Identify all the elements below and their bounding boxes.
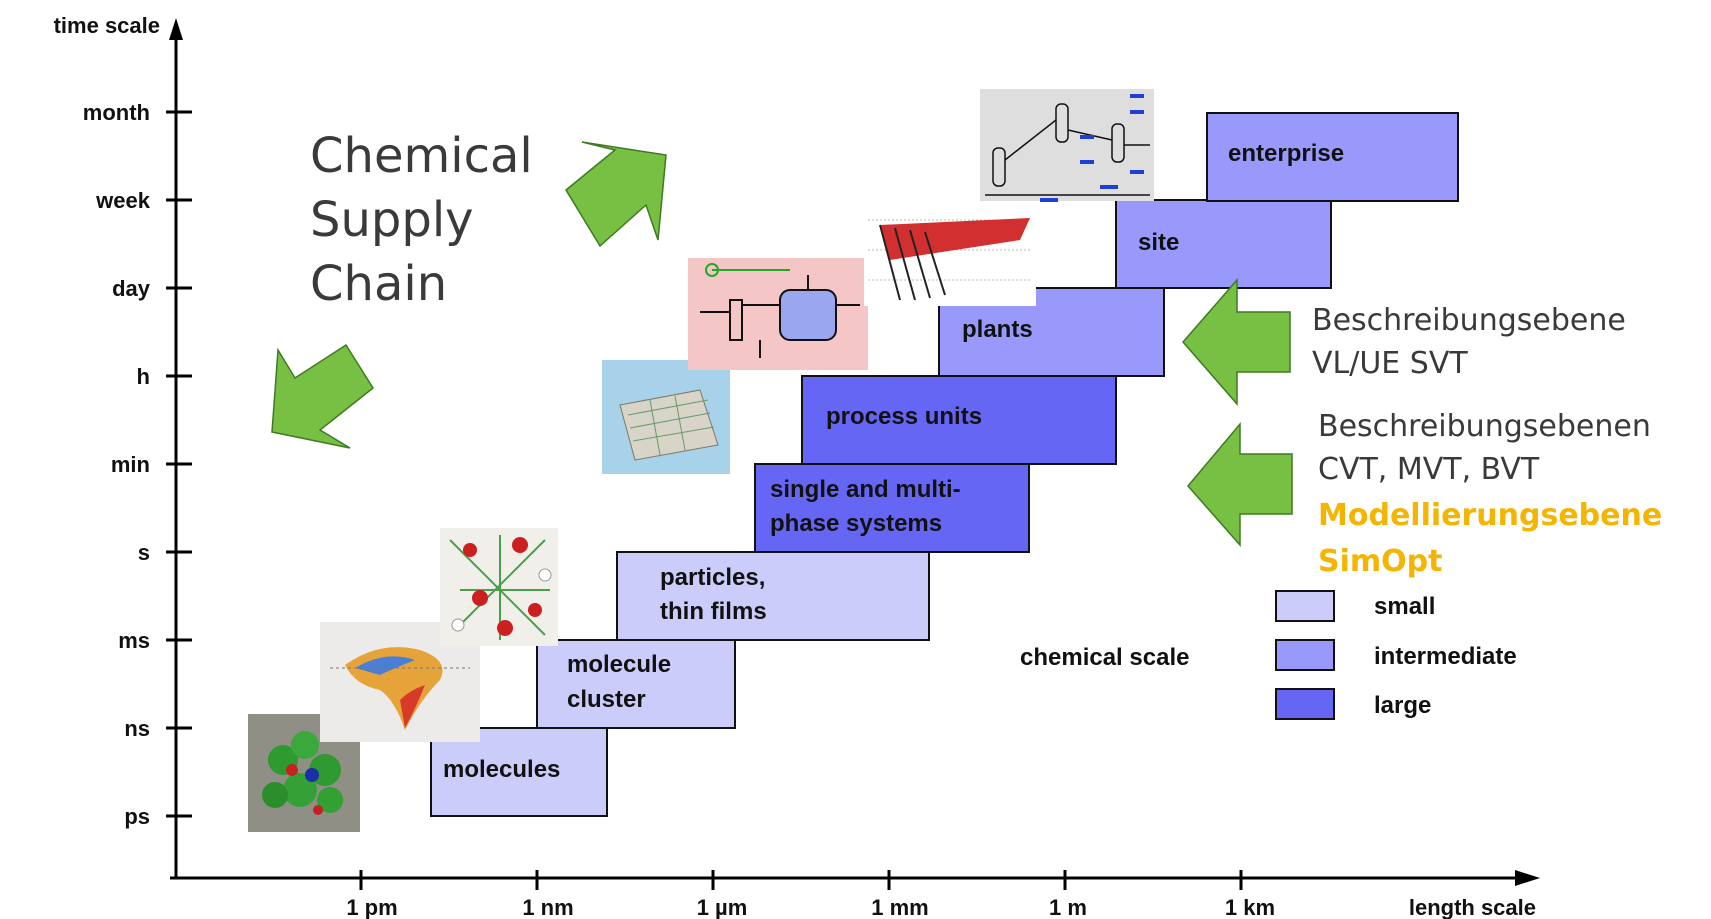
legend-label-large: large	[1374, 692, 1431, 719]
annotation-cvt-line2: CVT, MVT, BVT	[1318, 452, 1540, 487]
legend-label-small: small	[1374, 593, 1435, 620]
x-tick-label-1um: 1 µm	[697, 895, 748, 919]
legend-swatch-small	[1275, 590, 1335, 622]
box-particles-rect	[616, 551, 930, 641]
annotation-modelling-line1: Modellierungsebene	[1318, 498, 1662, 533]
y-tick-label-h: h	[137, 364, 150, 389]
box-single-multiphase: single and multi- phase systems	[754, 463, 1030, 553]
arrow-up-right-icon	[565, 141, 667, 248]
y-axis-arrowhead	[169, 18, 183, 40]
box-enterprise-label: enterprise	[1228, 140, 1344, 167]
y-tick-label-s: s	[138, 540, 150, 565]
box-molecule-cluster: molecule cluster	[536, 639, 736, 729]
y-ticks: month week day h min s ms ns ps	[83, 100, 192, 829]
y-tick-label-ns: ns	[124, 716, 150, 741]
axes: time scale length scale	[54, 13, 1540, 919]
y-tick-label-ms: ms	[118, 628, 150, 653]
box-process-units-label: process units	[826, 403, 982, 430]
x-ticks: 1 pm 1 nm 1 µm 1 mm 1 m 1 km	[346, 870, 1275, 919]
particle-packing-image	[602, 360, 730, 474]
x-tick-label-1pm: 1 pm	[346, 895, 397, 919]
y-tick-label-day: day	[112, 276, 151, 301]
x-axis-arrowhead	[1515, 870, 1540, 886]
x-tick-label-1km: 1 km	[1225, 895, 1275, 919]
box-molecules-label: molecules	[443, 756, 560, 783]
box-multiphase-line2: phase systems	[770, 510, 942, 537]
x-tick-label-1m: 1 m	[1049, 895, 1087, 919]
box-molecule-cluster-line2: cluster	[567, 686, 646, 713]
legend-swatch-intermediate	[1275, 639, 1335, 671]
y-tick-label-min: min	[111, 452, 150, 477]
box-multiphase-line1: single and multi-	[770, 476, 961, 503]
box-enterprise-rect	[1206, 112, 1459, 202]
legend-swatch-large	[1275, 688, 1335, 720]
box-particles-thin-films: particles, thin films	[616, 551, 930, 641]
annotations: Beschreibungsebene VL/UE SVT Beschreibun…	[1312, 303, 1662, 579]
legend-label-intermediate: intermediate	[1374, 643, 1517, 670]
box-site-label: site	[1138, 229, 1179, 256]
box-site-rect	[1115, 199, 1332, 289]
arrow-left-upper-icon	[1182, 277, 1291, 407]
supply-chain-line3: Chain	[310, 256, 447, 312]
box-site: site	[1115, 199, 1332, 289]
scale-boxes: molecules molecule cluster particles, th…	[430, 112, 1459, 817]
box-molecule-cluster-line1: molecule	[567, 651, 671, 678]
reactor-model-image	[864, 200, 1036, 306]
arrow-down-left-icon	[271, 343, 374, 449]
plant-flowsheet-image	[980, 89, 1154, 202]
molecular-structure-image	[440, 528, 558, 646]
legend: chemical scale small intermediate large	[1020, 590, 1517, 720]
box-enterprise: enterprise	[1206, 112, 1459, 202]
annotation-svt-line2: VL/UE SVT	[1312, 346, 1468, 381]
arrow-left-lower-icon	[1187, 421, 1293, 547]
box-molecules: molecules	[430, 727, 608, 817]
y-tick-label-month: month	[83, 100, 150, 125]
annotation-modelling-line2: SimOpt	[1318, 544, 1442, 579]
supply-chain-line1: Chemical	[310, 128, 533, 184]
supply-chain-line2: Supply	[310, 192, 474, 248]
box-multiphase-rect	[754, 463, 1030, 553]
process-flow-image	[688, 258, 868, 370]
green-arrows	[271, 141, 1293, 547]
x-axis-title: length scale	[1409, 895, 1536, 919]
y-axis-title: time scale	[54, 13, 160, 38]
box-particles-line1: particles,	[660, 564, 765, 591]
y-tick-label-ps: ps	[124, 804, 150, 829]
annotation-cvt-line1: Beschreibungsebenen	[1318, 409, 1651, 444]
annotation-svt-line1: Beschreibungsebene	[1312, 303, 1626, 338]
y-tick-label-week: week	[95, 188, 151, 213]
box-molecule-cluster-rect	[536, 639, 736, 729]
box-molecules-rect	[430, 727, 608, 817]
x-tick-label-1nm: 1 nm	[522, 895, 573, 919]
illustrations	[248, 89, 1154, 832]
legend-title: chemical scale	[1020, 644, 1189, 671]
supply-chain-label: Chemical Supply Chain	[310, 128, 533, 312]
box-particles-line2: thin films	[660, 598, 767, 625]
box-plants-label: plants	[962, 316, 1033, 343]
box-process-units: process units	[801, 375, 1117, 465]
x-tick-label-1mm: 1 mm	[871, 895, 928, 919]
